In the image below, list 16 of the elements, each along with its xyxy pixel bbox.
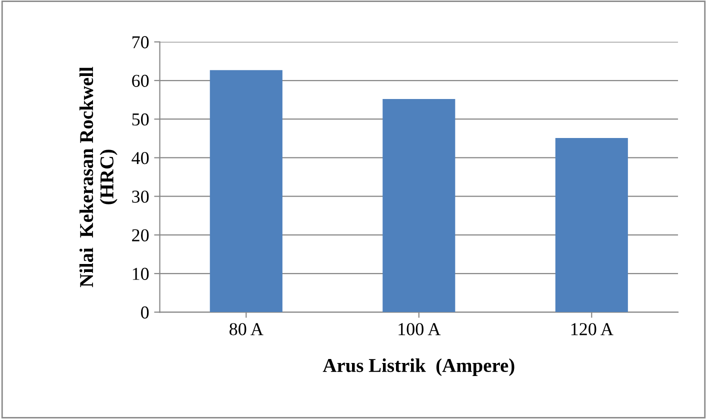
x-axis-title: Arus Listrik (Ampere) <box>322 358 514 376</box>
x-tick-label: 80 A <box>230 323 264 336</box>
y-tick-label: 10 <box>132 268 149 280</box>
y-tick-label: 70 <box>132 36 149 48</box>
x-tick-label: 100 A <box>398 323 441 336</box>
y-tick-label: 40 <box>132 152 149 164</box>
y-tick-label: 0 <box>141 306 149 319</box>
y-tick-label: 50 <box>132 113 149 126</box>
y-axis-title: Nilai Kekerasan Rockwell (HRC) <box>79 66 118 288</box>
y-tick-label: 30 <box>132 190 149 203</box>
y-tick-label: 60 <box>132 74 149 87</box>
bar <box>382 99 456 312</box>
y-tick-label: 20 <box>132 229 149 242</box>
x-tick-label: 120 A <box>571 323 614 336</box>
bar <box>555 138 628 312</box>
bar <box>210 70 282 312</box>
